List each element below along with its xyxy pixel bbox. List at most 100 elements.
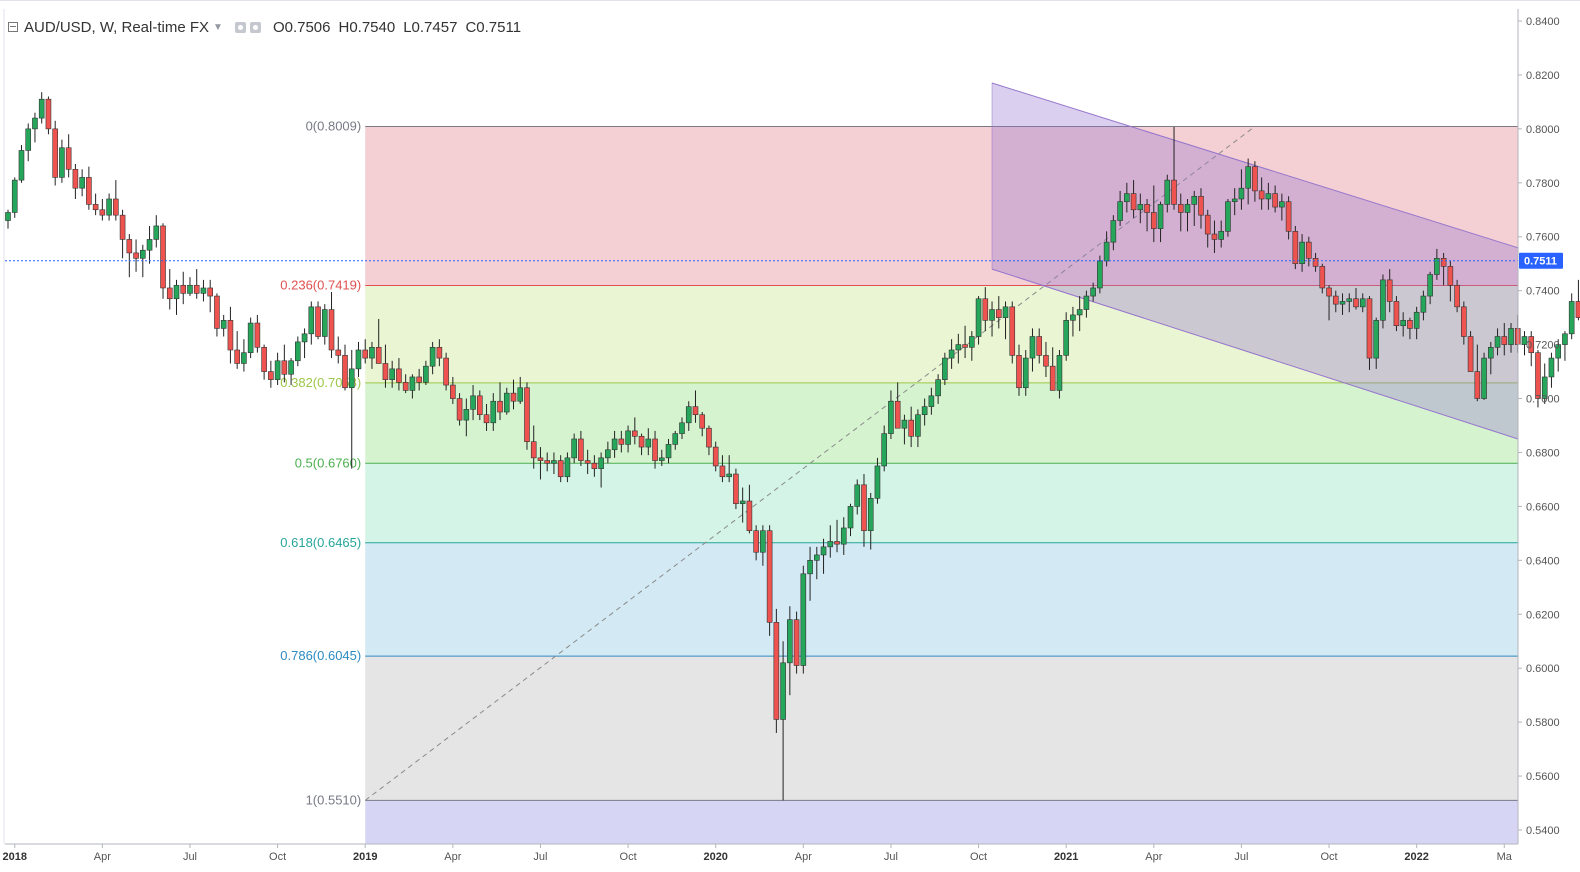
candle-body-up	[275, 361, 280, 380]
candle-body-down	[336, 350, 341, 355]
candle-body-up	[740, 501, 745, 504]
candle	[295, 337, 300, 367]
fib-zone-3	[365, 463, 1518, 543]
candle-body-down	[1535, 353, 1540, 399]
candle-body-up	[659, 458, 664, 461]
candle-body-down	[363, 350, 368, 358]
candle-body-up	[727, 474, 732, 477]
candle	[262, 345, 267, 380]
candle	[12, 177, 17, 217]
candle-body-up	[504, 393, 509, 412]
candle-body-down	[1145, 204, 1150, 212]
candle-body-down	[983, 299, 988, 321]
candle	[248, 318, 253, 358]
chart-legend: AUD/USD, W, Real-time FX ▼ O0.7506 H0.75…	[8, 17, 521, 37]
candle-body-up	[1124, 194, 1129, 202]
candle-body-down	[1576, 301, 1580, 317]
settings-icon[interactable]	[250, 22, 261, 33]
candle-body-down	[383, 363, 388, 379]
symbol-title[interactable]: AUD/USD, W, Real-time FX	[24, 19, 209, 36]
candle-body-up	[289, 361, 294, 374]
eye-icon[interactable]	[235, 22, 246, 33]
candle-body-down	[282, 361, 287, 374]
candle	[733, 469, 738, 509]
y-tick-label: 0.8400	[1526, 16, 1560, 28]
candle	[1394, 296, 1399, 331]
candle	[100, 199, 105, 221]
candle-body-up	[976, 299, 981, 337]
candle-body-up	[1077, 310, 1082, 315]
candle-body-up	[1158, 204, 1163, 228]
candle	[1576, 280, 1580, 320]
candle-body-up	[80, 177, 85, 188]
candle-body-down	[268, 372, 273, 380]
candle-body-up	[1509, 328, 1514, 344]
candle	[1569, 293, 1574, 339]
candle	[127, 234, 132, 277]
candle-body-down	[457, 399, 462, 421]
candle	[343, 345, 348, 391]
candle-body-up	[686, 407, 691, 423]
last-price-label: 0.7511	[1524, 256, 1557, 268]
candle	[255, 315, 260, 353]
candle-body-up	[855, 485, 860, 507]
candle	[329, 292, 334, 358]
fib-level-label-4: 0.618(0.6465)	[280, 535, 361, 550]
candle-body-up	[6, 212, 11, 220]
candle	[46, 97, 51, 135]
candle-body-down	[437, 347, 442, 358]
candle-body-down	[592, 463, 597, 468]
candle-body-up	[680, 423, 685, 434]
x-tick-label: Oct	[1320, 851, 1337, 863]
candle-body-up	[760, 531, 765, 553]
candle-body-down	[167, 288, 172, 299]
candle-body-down	[1151, 212, 1156, 228]
candle-body-down	[255, 323, 260, 347]
candle	[174, 280, 179, 315]
candle-body-up	[1428, 274, 1433, 296]
candle-body-up	[356, 350, 361, 369]
candle-body-down	[1017, 355, 1022, 387]
candle-body-up	[1549, 358, 1554, 377]
y-tick-label: 0.7400	[1526, 286, 1560, 298]
candle-body-up	[551, 461, 556, 464]
candle-body-down	[1367, 299, 1372, 358]
candle-body-down	[835, 541, 840, 544]
open-value: O0.7506	[273, 19, 331, 36]
collapse-legend-icon[interactable]	[8, 22, 18, 32]
candle	[181, 272, 186, 304]
candle-body-up	[1104, 242, 1109, 261]
candle	[167, 269, 172, 309]
candle-body-up	[673, 434, 678, 445]
candle	[120, 210, 125, 259]
candle-body-up	[1488, 347, 1493, 358]
y-tick-label: 0.7000	[1526, 394, 1560, 406]
candle-body-down	[113, 199, 118, 215]
y-tick-label: 0.6200	[1526, 609, 1560, 621]
y-tick-label: 0.5400	[1526, 825, 1560, 837]
candle-body-up	[1118, 202, 1123, 221]
candle-body-up	[787, 620, 792, 663]
candle	[1380, 274, 1385, 328]
chevron-down-icon[interactable]: ▼	[213, 22, 223, 33]
candle	[336, 337, 341, 364]
candle-body-down	[720, 466, 725, 477]
candle-body-up	[1165, 180, 1170, 204]
y-tick-label: 0.5800	[1526, 717, 1560, 729]
candle-body-up	[302, 334, 307, 342]
candle	[268, 361, 273, 388]
candle-body-up	[1057, 355, 1062, 390]
candle-body-down	[214, 296, 219, 328]
candle-body-down	[403, 382, 408, 390]
candle-body-down	[558, 461, 563, 477]
candle	[309, 301, 314, 344]
candle-body-up	[295, 342, 300, 361]
candle-body-up	[248, 323, 253, 353]
candle-body-down	[1293, 231, 1298, 263]
y-tick-label: 0.6800	[1526, 447, 1560, 459]
candle-body-up	[1562, 334, 1567, 345]
candle-body-down	[585, 461, 590, 464]
x-tick-label: Jul	[183, 851, 197, 863]
